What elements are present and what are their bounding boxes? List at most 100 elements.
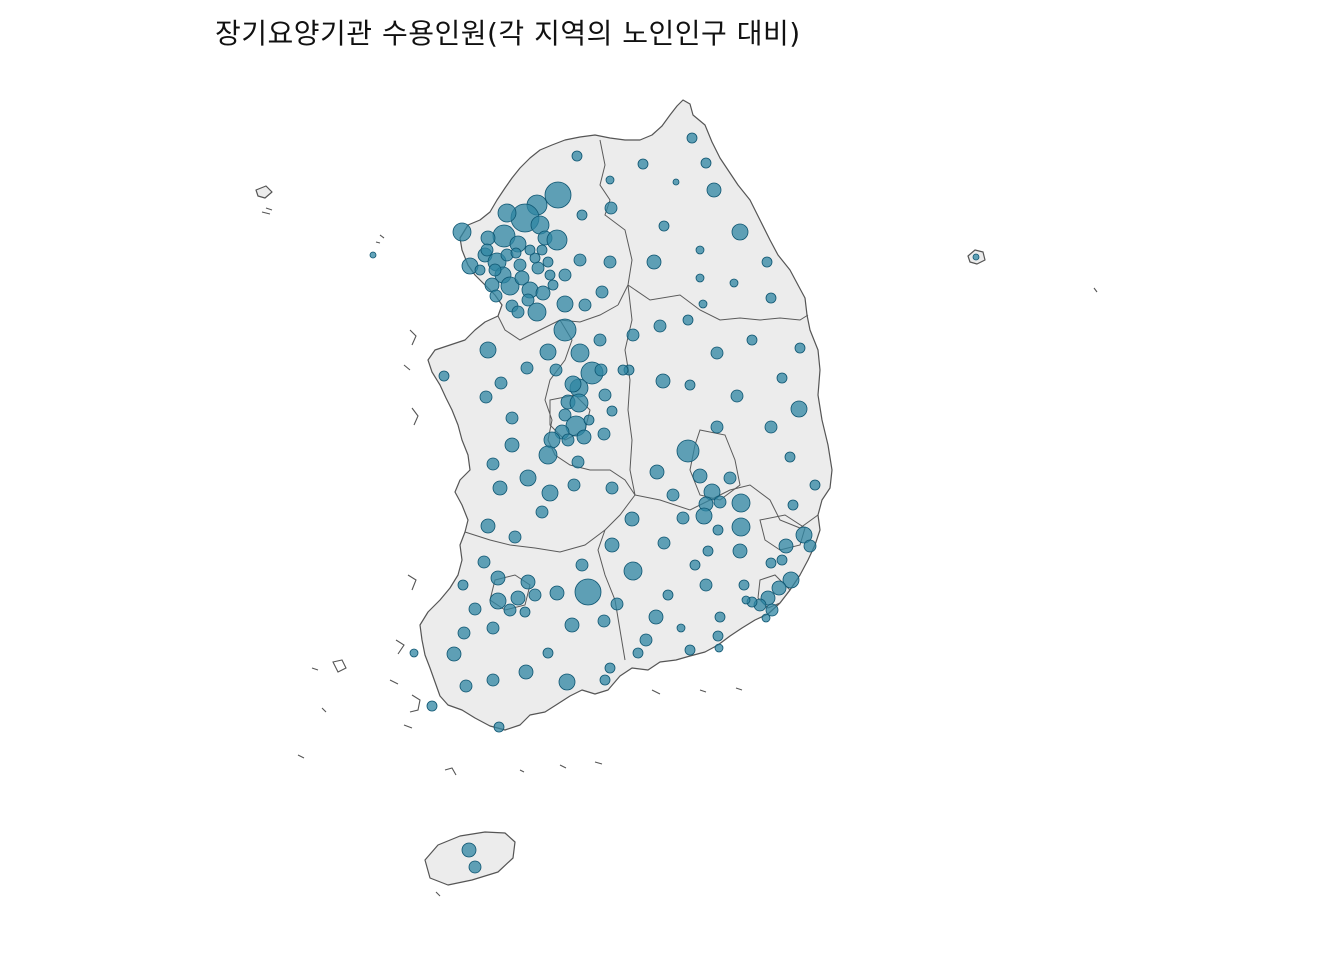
district-bubble bbox=[604, 537, 620, 553]
district-bubble bbox=[782, 571, 800, 589]
district-bubble bbox=[497, 203, 517, 223]
district-bubble bbox=[712, 630, 724, 642]
district-bubble bbox=[569, 393, 589, 413]
district-bubble bbox=[771, 580, 787, 596]
district-bubble bbox=[504, 437, 520, 453]
district-bubble bbox=[604, 662, 616, 674]
district-bubble bbox=[723, 471, 737, 485]
district-bubble bbox=[682, 314, 694, 326]
district-bubble bbox=[480, 243, 494, 257]
district-bubble bbox=[546, 229, 568, 251]
district-bubble bbox=[776, 372, 788, 384]
district-bubble bbox=[598, 388, 612, 402]
district-bubble bbox=[510, 247, 522, 259]
district-bubble bbox=[561, 433, 575, 447]
district-bubble bbox=[461, 842, 477, 858]
district-bubble bbox=[500, 276, 520, 296]
district-bubble bbox=[731, 493, 751, 513]
district-bubble bbox=[764, 420, 778, 434]
district-bubble bbox=[508, 530, 522, 544]
district-bubble bbox=[542, 256, 554, 268]
district-bubble bbox=[689, 559, 701, 571]
district-bubble bbox=[702, 545, 714, 557]
district-bubble bbox=[714, 643, 724, 653]
district-bubble bbox=[632, 647, 644, 659]
district-bubble bbox=[570, 343, 590, 363]
district-bubble bbox=[513, 258, 527, 272]
district-bubble bbox=[558, 408, 572, 422]
district-bubble bbox=[573, 253, 587, 267]
district-bubble bbox=[477, 555, 491, 569]
district-bubble bbox=[510, 590, 526, 606]
district-bubble bbox=[564, 617, 580, 633]
district-bubble bbox=[700, 157, 712, 169]
district-bubble bbox=[544, 269, 556, 281]
bubble-layer bbox=[369, 132, 980, 874]
district-bubble bbox=[706, 182, 722, 198]
district-bubble bbox=[730, 389, 744, 403]
district-bubble bbox=[409, 648, 419, 658]
district-bubble bbox=[492, 480, 508, 496]
district-bubble bbox=[486, 457, 500, 471]
district-bubble bbox=[765, 292, 777, 304]
district-bubble bbox=[519, 606, 531, 618]
district-bubble bbox=[521, 293, 535, 307]
district-bubble bbox=[576, 209, 588, 221]
district-bubble bbox=[712, 524, 724, 536]
district-bubble bbox=[457, 626, 471, 640]
district-bubble bbox=[732, 543, 748, 559]
district-bubble bbox=[505, 411, 519, 425]
district-bubble bbox=[549, 585, 565, 601]
district-bubble bbox=[784, 451, 796, 463]
district-bubble bbox=[698, 299, 708, 309]
district-bubble bbox=[539, 343, 557, 361]
district-bubble bbox=[535, 285, 551, 301]
district-bubble bbox=[518, 664, 534, 680]
district-bubble bbox=[567, 478, 581, 492]
district-bubble bbox=[672, 178, 680, 186]
district-bubble bbox=[531, 261, 545, 275]
district-bubble bbox=[474, 264, 486, 276]
district-bubble bbox=[479, 390, 493, 404]
small-islands bbox=[255, 185, 1098, 897]
district-bubble bbox=[486, 673, 500, 687]
district-bubble bbox=[653, 319, 667, 333]
district-bubble bbox=[519, 469, 537, 487]
district-bubble bbox=[731, 223, 749, 241]
district-bubble bbox=[676, 439, 700, 463]
district-bubble bbox=[692, 468, 708, 484]
district-bubble bbox=[765, 557, 777, 569]
district-bubble bbox=[790, 400, 808, 418]
district-bubble bbox=[452, 222, 472, 242]
district-bubble bbox=[710, 420, 724, 434]
district-bubble bbox=[746, 334, 758, 346]
district-bubble bbox=[809, 479, 821, 491]
district-bubble bbox=[639, 633, 653, 647]
district-bubble bbox=[699, 578, 713, 592]
district-bubble bbox=[765, 603, 779, 617]
district-bubble bbox=[468, 602, 482, 616]
district-bubble bbox=[558, 673, 576, 691]
district-bubble bbox=[578, 298, 592, 312]
district-bubble bbox=[520, 574, 536, 590]
district-bubble bbox=[480, 518, 496, 534]
district-bubble bbox=[714, 611, 726, 623]
district-bubble bbox=[649, 464, 665, 480]
district-bubble bbox=[666, 488, 680, 502]
district-bubble bbox=[571, 455, 585, 469]
district-bubble bbox=[795, 526, 813, 544]
district-bubble bbox=[576, 429, 592, 445]
district-bubble bbox=[564, 375, 582, 393]
map-title: 장기요양기관 수용인원(각 지역의 노인인구 대비) bbox=[215, 17, 801, 50]
district-bubble bbox=[558, 268, 572, 282]
district-bubble bbox=[623, 561, 643, 581]
district-bubble bbox=[489, 592, 507, 610]
district-bubble bbox=[761, 613, 771, 623]
district-bubble bbox=[527, 302, 547, 322]
district-bubble bbox=[369, 251, 377, 259]
district-bubble bbox=[494, 376, 508, 390]
district-bubble bbox=[549, 363, 563, 377]
district-bubble bbox=[605, 481, 619, 495]
district-bubble bbox=[489, 289, 503, 303]
